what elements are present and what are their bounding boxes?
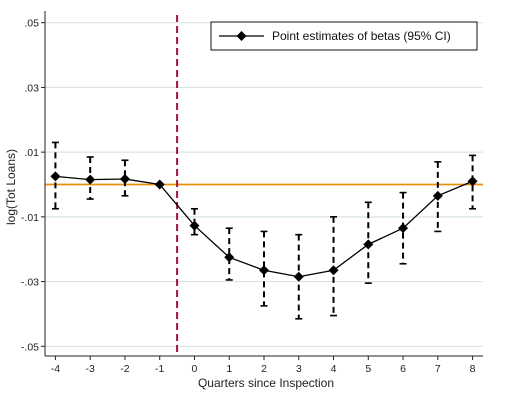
y-tick-label: -.05 <box>21 341 39 353</box>
y-tick-label: .01 <box>24 147 39 159</box>
y-axis-title: log(Tot Loans) <box>4 149 18 225</box>
data-point-marker <box>50 171 61 182</box>
x-tick-label: 0 <box>192 363 198 375</box>
data-point-marker <box>293 271 304 282</box>
data-point-marker <box>398 223 409 234</box>
x-tick-label: 5 <box>365 363 371 375</box>
legend: Point estimates of betas (95% CI) <box>210 21 478 51</box>
x-tick-label: 2 <box>261 363 267 375</box>
estimate-markers <box>50 171 478 282</box>
y-tick-label: .03 <box>24 82 39 94</box>
x-axis-title: Quarters since Inspection <box>198 376 334 390</box>
data-point-marker <box>119 173 130 184</box>
x-tick-label: 6 <box>400 363 406 375</box>
y-tick-label: -.03 <box>21 277 39 289</box>
x-tick-label: 4 <box>331 363 337 375</box>
confidence-intervals <box>51 141 477 320</box>
data-point-marker <box>85 174 96 185</box>
data-point-marker <box>363 239 374 250</box>
data-point-marker <box>467 176 478 187</box>
data-point-marker <box>432 190 443 201</box>
y-tick-label: -.01 <box>21 212 39 224</box>
x-tick-label: -2 <box>120 363 129 375</box>
data-point-marker <box>224 252 235 263</box>
data-point-marker <box>154 179 165 190</box>
x-tick-label: 1 <box>226 363 232 375</box>
x-tick-label: -3 <box>86 363 95 375</box>
legend-label: Point estimates of betas (95% CI) <box>272 29 451 43</box>
data-point-marker <box>328 265 339 276</box>
x-tick-label: 3 <box>296 363 302 375</box>
legend-diamond-marker <box>236 31 247 41</box>
x-tick-label: 8 <box>470 363 476 375</box>
x-tick-label: -4 <box>51 363 60 375</box>
reference-lines <box>45 15 483 356</box>
x-tick-label: 7 <box>435 363 441 375</box>
data-point-marker <box>259 265 269 276</box>
data-point-marker <box>189 220 200 231</box>
axes: .05 .03 .01 -.01 -.03 -.05 -4 -3 -2 -1 0 1 2 3 4 5 6 7 8 <box>21 11 483 375</box>
y-tick-label: .05 <box>24 18 39 30</box>
x-tick-label: -1 <box>155 363 164 375</box>
